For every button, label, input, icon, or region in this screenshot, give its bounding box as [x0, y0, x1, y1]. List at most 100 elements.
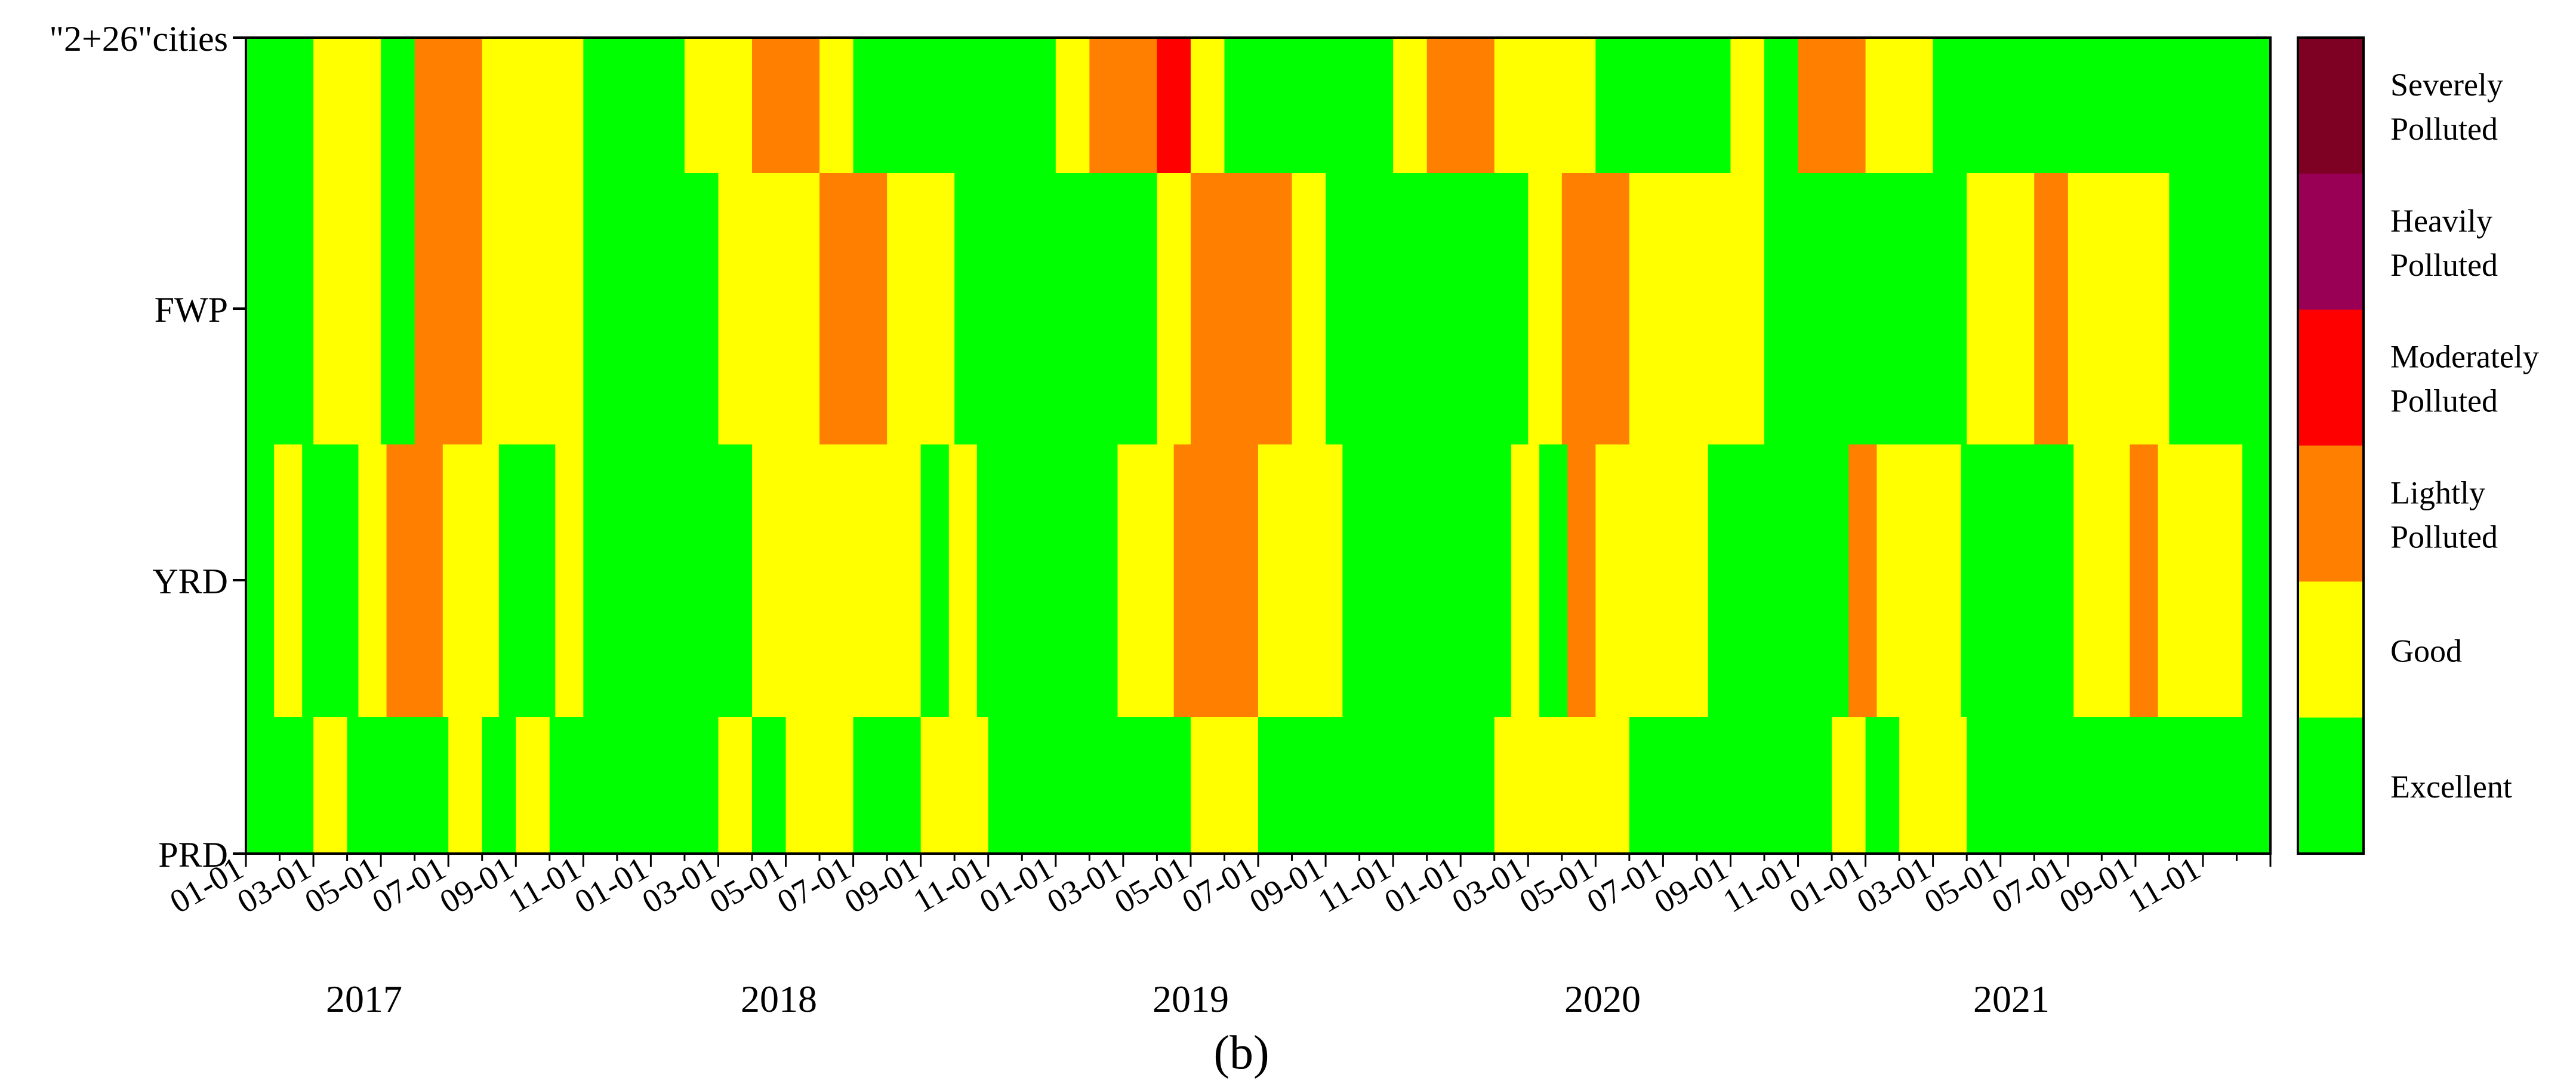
heatmap-cell: [527, 444, 556, 717]
heatmap-cell: [1173, 444, 1203, 717]
heatmap-cell: [2242, 444, 2271, 717]
heatmap-cell: [1201, 444, 1231, 717]
heatmap-cell: [347, 717, 381, 854]
heatmap-cell: [1426, 717, 1461, 854]
heatmap-cell: [1258, 444, 1287, 717]
heatmap-cell: [1123, 38, 1158, 173]
heatmap-cell: [1865, 38, 1900, 173]
legend-swatch: [2298, 717, 2364, 854]
legend-label: Moderately Polluted: [2390, 339, 2539, 419]
heatmap-cell: [1933, 173, 1967, 445]
heatmap-cell: [1629, 173, 1664, 445]
heatmap-cell: [920, 38, 955, 173]
heatmap-cell: [1460, 38, 1495, 173]
heatmap-cell: [651, 38, 685, 173]
heatmap-cell: [1680, 444, 1709, 717]
legend-swatch: [2298, 445, 2364, 582]
heatmap-cell: [583, 444, 612, 717]
heatmap-cell: [2135, 173, 2170, 445]
legend-label: Severely Polluted: [2390, 67, 2503, 147]
heatmap-cell: [1426, 444, 1456, 717]
heatmap-cell: [853, 717, 888, 854]
heatmap-cell: [639, 444, 668, 717]
heatmap-cell: [1708, 444, 1737, 717]
year-label: 2020: [1564, 978, 1641, 1020]
heatmap-cell: [1258, 38, 1293, 173]
heatmap-cell: [887, 38, 922, 173]
heatmap-cell: [1736, 444, 1765, 717]
legend-border: [2297, 36, 2365, 855]
heatmap-cell: [948, 444, 978, 717]
heatmap-cell: [1528, 173, 1563, 445]
year-label: 2019: [1153, 978, 1229, 1020]
panel-label: (b): [1213, 1027, 1269, 1079]
legend-swatch: [2298, 581, 2364, 718]
heatmap-cell: [2000, 173, 2035, 445]
heatmap-cell: [1145, 444, 1175, 717]
heatmap-cell: [313, 173, 348, 445]
heatmap-cell: [482, 173, 517, 445]
heatmap-cell: [1370, 444, 1400, 717]
heatmap-cell: [549, 38, 584, 173]
heatmap-cell: [2169, 717, 2204, 854]
heatmap-cell: [246, 38, 281, 173]
heatmap-cell: [1258, 717, 1293, 854]
heatmap-cell: [549, 717, 584, 854]
heatmap-cell: [414, 717, 449, 854]
heatmap-cell: [1663, 173, 1697, 445]
heatmap-cell: [2214, 444, 2243, 717]
heatmap-cell: [1876, 444, 1906, 717]
heatmap-cell: [1190, 717, 1225, 854]
heatmap-cell: [988, 173, 1023, 445]
heatmap-cell: [482, 38, 517, 173]
heatmap-cell: [1230, 444, 1259, 717]
heatmap-cell: [549, 173, 584, 445]
heatmap-cell: [1967, 38, 2001, 173]
heatmap-cell: [1157, 717, 1191, 854]
heatmap-cell: [2236, 173, 2271, 445]
heatmap-cell: [583, 717, 618, 854]
heatmap-cell: [1494, 717, 1529, 854]
heatmap-cell: [1426, 38, 1461, 173]
heatmap-cell: [1005, 444, 1034, 717]
heatmap-cell: [1190, 173, 1225, 445]
heatmap-cell: [414, 444, 443, 717]
heatmap-cell: [2202, 38, 2238, 173]
heatmap-cell: [1623, 444, 1653, 717]
heatmap-cell: [853, 173, 888, 445]
heatmap-cell: [1190, 38, 1225, 173]
legend-label: Heavily Polluted: [2390, 203, 2498, 283]
heatmap-cell: [1899, 717, 1934, 854]
legend-swatch: [2298, 38, 2364, 174]
heatmap-cell: [1798, 38, 1832, 173]
heatmap-cell: [2158, 444, 2187, 717]
heatmap-cell: [920, 444, 950, 717]
heatmap-cell: [1989, 444, 2018, 717]
heatmap-cell: [1865, 173, 1900, 445]
heatmap-cell: [954, 173, 989, 445]
heatmap-cell: [1089, 717, 1124, 854]
heatmap-cell: [279, 173, 314, 445]
heatmap-cell: [651, 717, 685, 854]
y-axis: PRD YRD FWP "2+26"cities: [50, 19, 246, 874]
heatmap-cell: [1398, 444, 1428, 717]
heatmap-cell: [2045, 444, 2075, 717]
heatmap-cell: [1629, 717, 1664, 854]
heatmap-cell: [1561, 38, 1597, 173]
legend-label: Lightly Polluted: [2390, 475, 2498, 555]
legend-label-line: Moderately: [2390, 339, 2539, 375]
heatmap-cell: [836, 444, 865, 717]
heatmap-cell: [1089, 444, 1118, 717]
year-label: 2018: [741, 978, 817, 1020]
heatmap-cell: [1798, 173, 1832, 445]
heatmap-cell: [752, 717, 787, 854]
heatmap-cell: [1595, 717, 1630, 854]
heatmap-cell: [347, 173, 381, 445]
heatmap-cell: [1055, 38, 1090, 173]
heatmap-cell: [785, 38, 820, 173]
heatmap-cell: [2102, 717, 2136, 854]
heatmap-cell: [347, 38, 381, 173]
heatmap-cell: [819, 717, 854, 854]
heatmap-cell: [274, 444, 303, 717]
legend-label-line: Polluted: [2390, 247, 2498, 283]
